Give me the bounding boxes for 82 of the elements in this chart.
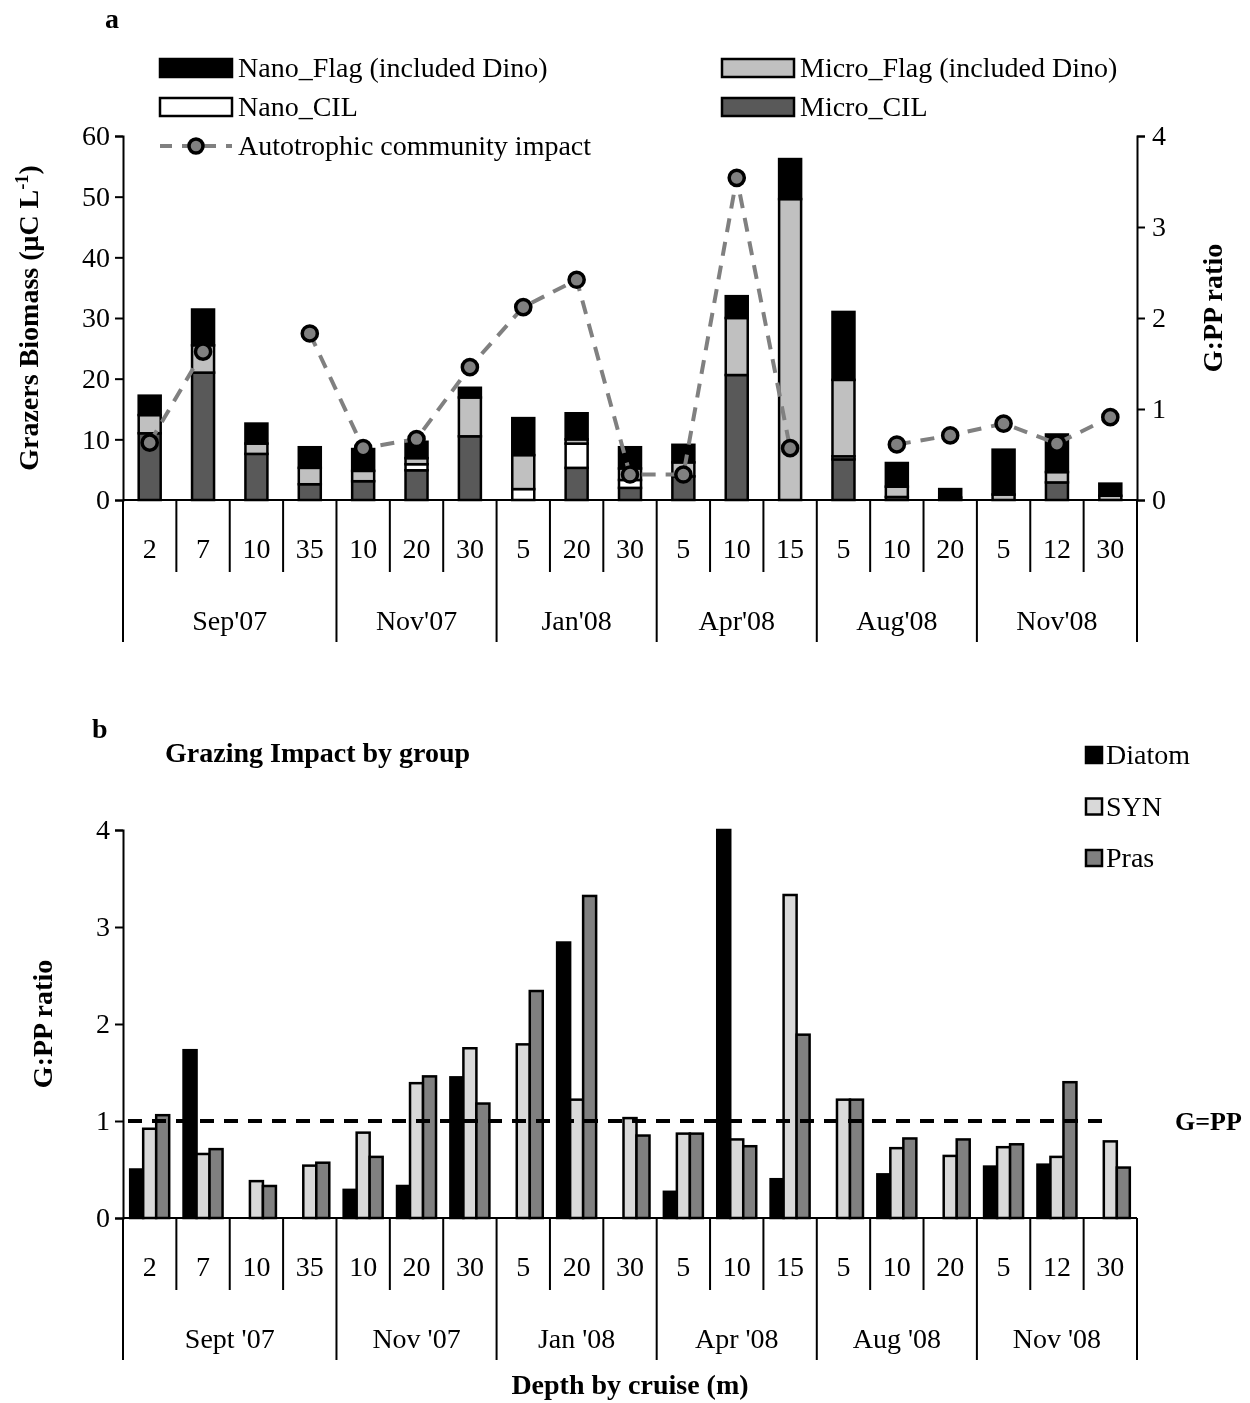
legend-label: Diatom [1106,739,1191,770]
x-tick-label: 5 [676,1251,691,1282]
x-tick-label: 2 [142,533,157,564]
y-tick-label: 20 [82,363,110,395]
x-tick-label: 10 [882,533,911,564]
y2-axis-title: G:PP ratio [1197,243,1228,373]
text: Aug'08 [856,605,938,636]
text: Apr '08 [694,1323,779,1354]
x-tick-label: 12 [1042,1251,1071,1282]
x-tick-label: 30 [455,533,484,564]
x-tick-label: 5 [996,1251,1011,1282]
x-tick-label: 35 [295,533,324,564]
y-axis-title: G:PP ratio [27,959,58,1089]
x-tick-label: 30 [1096,533,1125,564]
text: Nov '08 [1012,1323,1102,1354]
y-tick-label: 40 [82,241,110,273]
legend-label: Micro_CIL [800,91,928,122]
x-tick-label: 30 [455,1251,484,1282]
x-tick-label: 10 [242,533,271,564]
chart-title: Grazing Impact by group [165,737,471,768]
y-tick-label: 0 [96,484,110,516]
x-axis-title: Depth by cruise (m) [511,1369,749,1400]
x-tick-label: 5 [996,533,1011,564]
legend-label: Nano_Flag (included Dino) [238,52,548,83]
x-tick-label: 10 [882,1251,911,1282]
x-tick-label: 20 [562,1251,591,1282]
legend-label: Pras [1106,842,1155,873]
y-tick-label: 10 [82,423,110,455]
x-tick-label: 12 [1042,533,1071,564]
legend-label: Nano_CIL [238,91,358,122]
x-tick-label: 30 [616,1251,644,1282]
y2-tick-label: 2 [1152,302,1166,334]
y-tick-label: 0 [96,1202,110,1234]
y2-tick-label: 3 [1152,211,1166,243]
text: Nov'07 [375,605,458,636]
y2-tick-label: 1 [1152,393,1166,425]
x-tick-label: 5 [676,533,691,564]
x-tick-label: 30 [1096,1251,1125,1282]
y-tick-label: 1 [96,1105,110,1137]
legend-label: Micro_Flag (included Dino) [800,52,1118,83]
y-tick-label: 60 [82,120,110,152]
x-tick-label: 20 [562,533,591,564]
text: Jan'08 [541,605,612,636]
y-tick-label: 4 [96,814,110,846]
x-tick-label: 10 [349,1251,378,1282]
x-tick-label: 5 [836,1251,851,1282]
legend-label: Autotrophic community impact [238,130,592,161]
x-tick-label: 15 [776,533,805,564]
y2-tick-label: 0 [1152,484,1166,516]
x-tick-label: 5 [516,1251,531,1282]
legend-label: SYN [1106,790,1163,822]
text: Jan '08 [537,1323,616,1354]
x-tick-label: 10 [349,533,378,564]
ref-line-label: G=PP [1175,1107,1242,1136]
text: Sep'07 [192,605,268,636]
x-tick-label: 7 [196,1251,211,1282]
x-tick-label: 5 [836,533,851,564]
text: b [92,713,108,744]
x-tick-label: 7 [196,533,211,564]
x-tick-label: 5 [516,533,531,564]
text: Apr'08 [698,605,776,636]
y-tick-label: 2 [96,1008,110,1040]
x-tick-label: 20 [936,1251,965,1282]
x-tick-label: 10 [242,1251,271,1282]
x-tick-label: 2 [142,1251,157,1282]
x-tick-label: 10 [722,533,751,564]
text: Aug '08 [852,1323,941,1354]
y2-tick-label: 4 [1152,120,1166,152]
text: Nov'08 [1016,605,1098,636]
text: Nov '07 [372,1323,461,1354]
text: Sept '07 [184,1323,275,1354]
x-tick-label: 20 [402,533,431,564]
x-tick-label: 30 [616,533,644,564]
x-tick-label: 20 [402,1251,431,1282]
x-tick-label: 10 [722,1251,751,1282]
x-tick-label: 35 [295,1251,324,1282]
x-tick-label: 20 [936,533,965,564]
x-tick-label: 15 [776,1251,805,1282]
y-tick-label: 3 [96,911,110,943]
text: a [105,3,119,34]
y-tick-label: 50 [82,181,110,213]
y-tick-label: 30 [82,302,110,334]
